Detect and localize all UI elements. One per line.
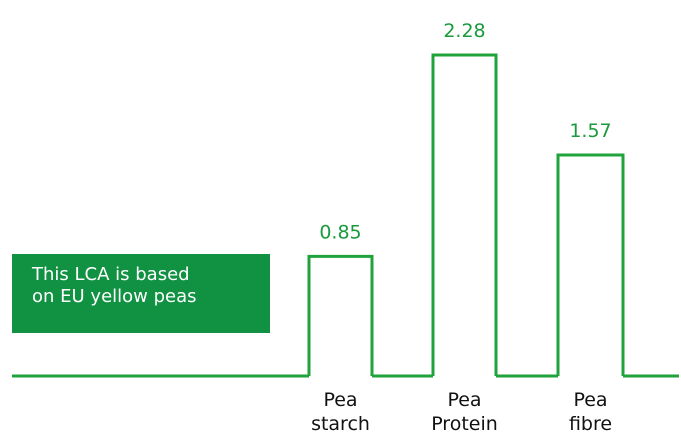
lca-note-line-2: on EU yellow peas [32,286,197,307]
category-label-pea-protein-line-1: Pea [447,389,481,411]
bar-pea-protein [431,53,498,376]
value-label-pea-protein: 2.28 [443,20,485,42]
category-label-pea-protein-line-2: Protein [431,413,498,435]
bar-pea-fibre [556,153,625,376]
category-label-pea-fibre-line-2: fibre [569,413,612,435]
category-label-pea-fibre-line-1: Pea [573,389,607,411]
bar-pea-starch [307,254,374,376]
value-label-pea-fibre: 1.57 [569,120,611,142]
category-label-pea-starch-line-2: starch [311,413,370,435]
value-label-pea-starch: 0.85 [319,221,361,243]
lca-note-box: This LCA is based on EU yellow peas [12,254,270,333]
lca-note-line-1: This LCA is based [32,264,190,285]
category-label-pea-starch-line-1: Pea [323,389,357,411]
